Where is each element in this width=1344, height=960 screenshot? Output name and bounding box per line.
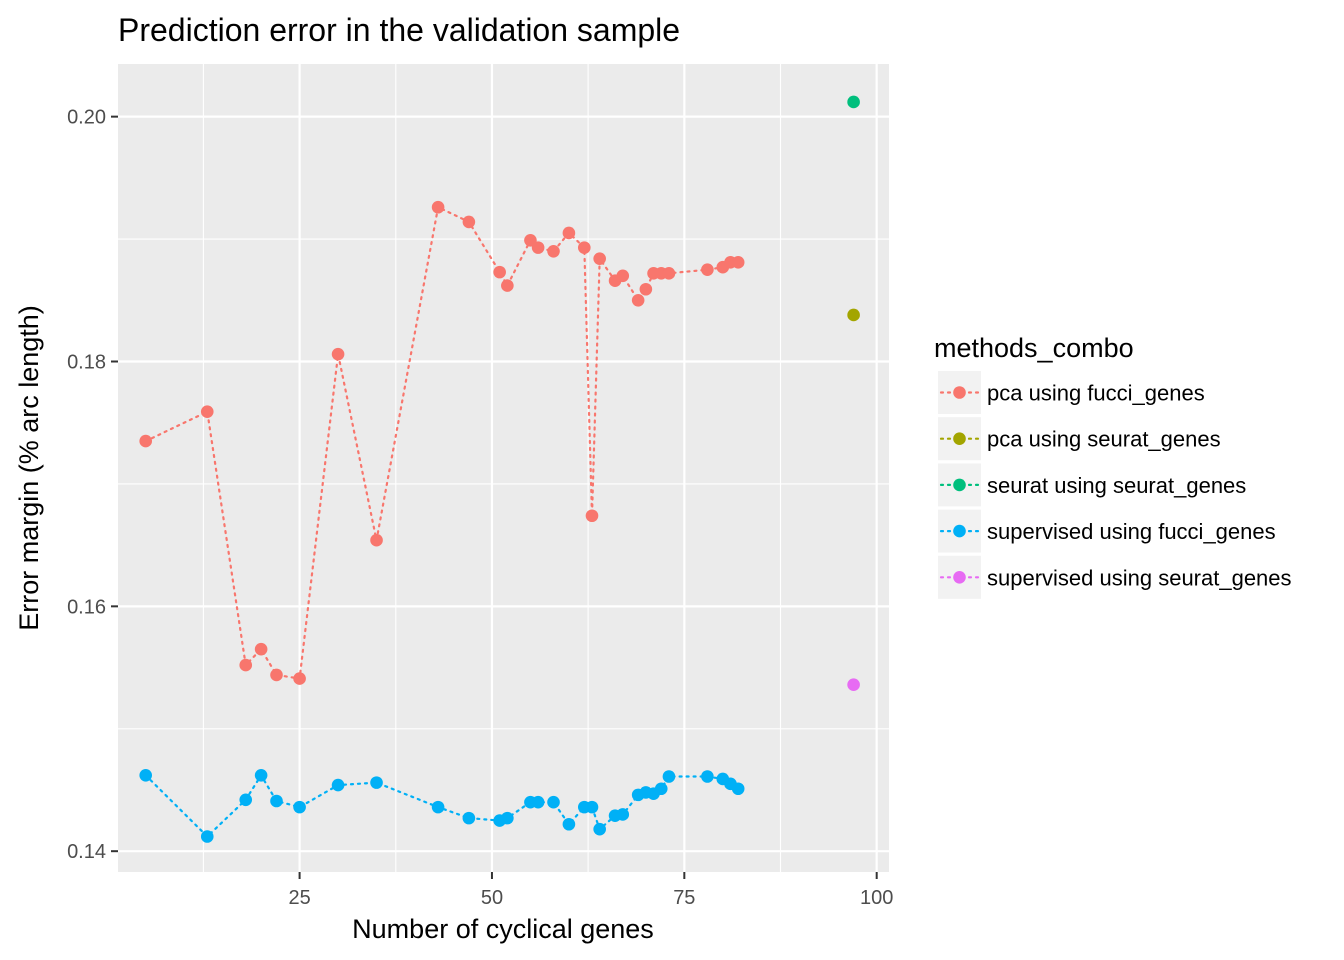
data-point <box>593 252 606 265</box>
data-point <box>585 509 599 523</box>
data-point <box>431 800 445 814</box>
y-axis-title: Error margin (% arc length) <box>14 305 44 631</box>
data-point <box>593 822 606 836</box>
data-point <box>847 678 860 691</box>
legend-key-point <box>953 432 966 446</box>
data-point <box>370 533 383 547</box>
legend-label: supervised using fucci_genes <box>987 519 1276 544</box>
legend-title: methods_combo <box>934 333 1134 363</box>
legend-key-point <box>953 524 966 538</box>
data-point <box>200 405 214 418</box>
data-point <box>577 241 591 254</box>
x-axis-title: Number of cyclical genes <box>352 914 654 944</box>
x-tick-label: 100 <box>860 887 893 909</box>
data-point <box>631 293 645 307</box>
data-point <box>462 215 476 229</box>
data-point <box>254 642 268 656</box>
data-point <box>616 269 630 283</box>
data-point <box>254 768 268 782</box>
y-tick-label: 0.20 <box>67 107 106 129</box>
data-point <box>139 768 153 782</box>
plot-panel <box>118 64 889 872</box>
chart-title: Prediction error in the validation sampl… <box>118 12 680 48</box>
data-point <box>270 794 283 808</box>
y-tick-label: 0.14 <box>67 841 106 863</box>
data-point <box>847 95 860 109</box>
data-point <box>662 267 676 280</box>
data-point <box>370 776 383 789</box>
data-point <box>547 245 560 258</box>
data-point <box>239 658 253 672</box>
data-point <box>562 817 576 831</box>
y-tick-label: 0.18 <box>67 351 106 373</box>
data-point <box>654 782 668 796</box>
data-point <box>200 830 214 843</box>
data-point <box>701 263 714 276</box>
data-point <box>239 793 253 807</box>
x-tick-label: 75 <box>673 887 695 909</box>
legend-key-point <box>953 478 966 492</box>
series-points <box>139 95 860 843</box>
data-point <box>639 282 653 296</box>
data-point <box>293 800 306 814</box>
data-point <box>547 795 560 809</box>
legend-key-point <box>953 386 966 399</box>
data-point <box>139 434 153 448</box>
data-point <box>431 200 445 214</box>
data-point <box>531 795 545 809</box>
data-point <box>562 226 576 240</box>
legend-label: pca using seurat_genes <box>987 427 1221 452</box>
x-tick-label: 50 <box>481 887 503 909</box>
legend-label: pca using fucci_genes <box>987 381 1205 406</box>
data-point <box>662 770 676 783</box>
data-point <box>331 347 345 361</box>
legend-label: seurat using seurat_genes <box>987 473 1246 498</box>
y-axis: 0.14 0.16 0.18 0.20 <box>67 107 118 863</box>
data-point <box>493 265 506 279</box>
data-point <box>701 770 714 783</box>
major-gridlines <box>118 64 889 872</box>
data-point <box>585 800 599 814</box>
data-point <box>501 279 514 292</box>
x-tick-label: 25 <box>288 887 310 909</box>
data-point <box>331 778 345 792</box>
y-tick-label: 0.16 <box>67 596 106 618</box>
data-point <box>270 668 283 682</box>
legend-label: supervised using seurat_genes <box>987 565 1292 590</box>
x-axis: 25 50 75 100 <box>288 872 893 909</box>
data-point <box>293 672 306 685</box>
data-point <box>731 782 745 796</box>
legend-key-point <box>953 571 966 584</box>
data-point <box>847 308 860 322</box>
data-point <box>616 808 630 821</box>
data-point <box>501 811 514 825</box>
minor-gridlines <box>118 64 889 872</box>
data-point <box>531 241 545 254</box>
data-point <box>731 256 745 269</box>
data-point <box>462 811 476 825</box>
